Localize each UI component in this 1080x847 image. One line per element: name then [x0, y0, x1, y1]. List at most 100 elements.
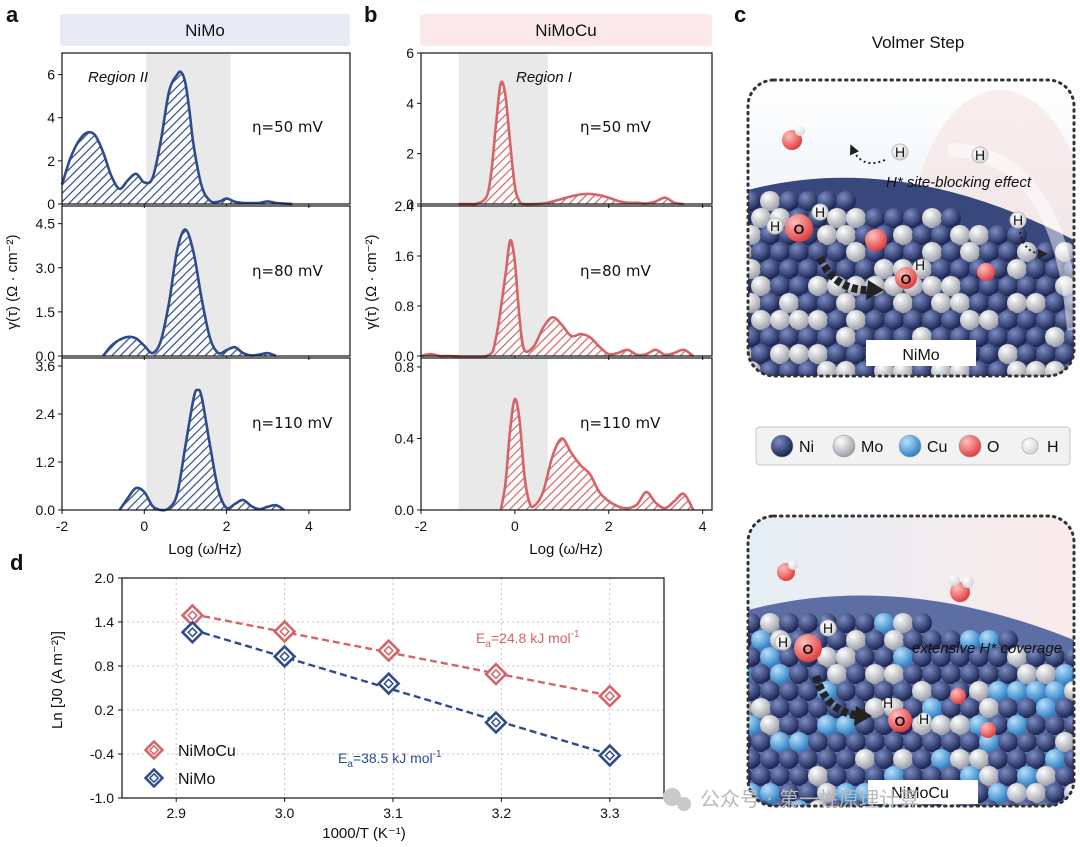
surface-atom: [760, 681, 780, 701]
surface-atom: [931, 293, 951, 313]
surface-atom: [931, 647, 951, 667]
surface-atom: [827, 344, 847, 364]
surface-atom: [760, 361, 780, 376]
x-tick-label: 0: [511, 518, 519, 534]
adsorbed-o-3: [977, 263, 995, 281]
surface-atom: [748, 681, 761, 701]
drt-area: [119, 389, 285, 511]
surface-atom: [893, 293, 913, 313]
legend-marker-nimo: [143, 767, 165, 789]
adsorbed-o-4: [888, 708, 912, 732]
surface-atom: [1017, 664, 1037, 684]
surface-atom: [789, 310, 809, 330]
surface-atom: [798, 613, 818, 633]
surface-atom: [979, 732, 999, 752]
adsorbed-o-2: [895, 267, 917, 289]
surface-atom: [751, 664, 771, 684]
surface-atom: [760, 327, 780, 347]
surface-atom: [1007, 259, 1027, 279]
plot-frame: [121, 577, 665, 799]
surface-atom: [893, 749, 913, 769]
h-atom-1: [891, 143, 909, 161]
surface-atom: [922, 732, 942, 752]
surface-atom: [789, 698, 809, 718]
y-tick-label: 2: [47, 153, 55, 169]
ea-nimo-text: =38.5 kJ mol: [353, 750, 433, 766]
condition-label-nimocu-110: η=110 mV: [580, 414, 661, 432]
y-tick-label: -0.4: [90, 746, 114, 762]
x-tick-label: 0: [140, 518, 148, 534]
surface-atom: [1055, 698, 1074, 718]
surface-atom: [893, 681, 913, 701]
surface-atom: [969, 293, 989, 313]
surface-atom: [836, 293, 856, 313]
drt-nimo-110mv: 0.0 1.2 2.4 3.6 -2 0 2 4: [36, 357, 351, 534]
point-inner-nimocu: [279, 626, 290, 637]
surface-atom: [779, 749, 799, 769]
ea-nimocu-sub: a: [485, 639, 491, 650]
surface-atom: [969, 647, 989, 667]
surface-atom: [893, 613, 913, 633]
wechat-icon-small: [677, 797, 691, 811]
surface-atom: [950, 293, 970, 313]
x-tick-label: -2: [415, 518, 428, 534]
surface-atom: [808, 732, 828, 752]
reaction-arrow-top: [816, 256, 873, 295]
fit-line-nimocu: [192, 612, 611, 697]
y-tick-label: 6: [406, 45, 414, 61]
arrhenius-legend: NiMoCu NiMo: [143, 739, 236, 789]
drt-nimocu-110mv: 0.0 0.4 0.8 -2 0 2 4: [395, 357, 713, 534]
surface-atom: [1017, 276, 1037, 296]
surface-atom: [817, 293, 837, 313]
surface-atom: [1007, 361, 1027, 376]
point-inner-nimocu: [187, 610, 198, 621]
surface-atom: [798, 327, 818, 347]
x-tick-label: -2: [56, 518, 69, 534]
surface-atom: [748, 327, 761, 347]
surface-atom: [903, 630, 923, 650]
adsorbed-o-1: [865, 229, 887, 251]
surface-atom: [1064, 647, 1074, 667]
surface-atom: [808, 766, 828, 786]
surface-atom: [922, 664, 942, 684]
y-tick-label: 6: [47, 67, 55, 83]
surface-atom: [903, 242, 923, 262]
surface-atom: [874, 613, 894, 633]
point-inner-nimocu: [490, 668, 502, 680]
surface-atom: [1064, 715, 1074, 735]
surface-atom: [760, 783, 780, 803]
surface-atom: [1017, 698, 1037, 718]
ea-nimo-e: E: [338, 750, 347, 766]
surface-atom: [817, 783, 837, 803]
surface-atom: [1045, 327, 1065, 347]
ea-nimocu-e: E: [476, 630, 485, 646]
desorb-arrow-1: [849, 144, 886, 164]
water-h-5b: [819, 619, 837, 637]
surface-atom: [922, 698, 942, 718]
y-tick-label: 2.4: [36, 406, 56, 422]
legend-label-nimo: NiMo: [178, 771, 215, 788]
x-tick-label: 3.2: [492, 805, 512, 821]
surface-atom: [979, 698, 999, 718]
y-tick-label: 0.8: [95, 658, 115, 674]
condition-label-nimo-110: η=110 mV: [252, 414, 333, 432]
adsorbed-o-2-label: O: [901, 271, 912, 287]
legend-atom-label-o: O: [987, 439, 999, 456]
nimo-frame: [746, 78, 1076, 378]
surface-atom: [998, 242, 1018, 262]
surface-atom: [1017, 242, 1037, 262]
surface-atom: [912, 749, 932, 769]
legend-atom-cu: [898, 434, 922, 458]
surface-atom: [760, 259, 780, 279]
surface-atom: [1055, 664, 1074, 684]
surface-atom: [1045, 749, 1065, 769]
surface-atom: [798, 191, 818, 211]
surface-atom: [751, 732, 771, 752]
surface-atom: [760, 293, 780, 313]
point-nimo: [484, 710, 508, 735]
surface-atom: [998, 732, 1018, 752]
surface-atom: [1045, 361, 1065, 376]
surface-atom: [855, 259, 875, 279]
ea-nimo-label: Ea=38.5 kJ mol-1: [338, 749, 442, 770]
surface-atom: [1026, 327, 1046, 347]
